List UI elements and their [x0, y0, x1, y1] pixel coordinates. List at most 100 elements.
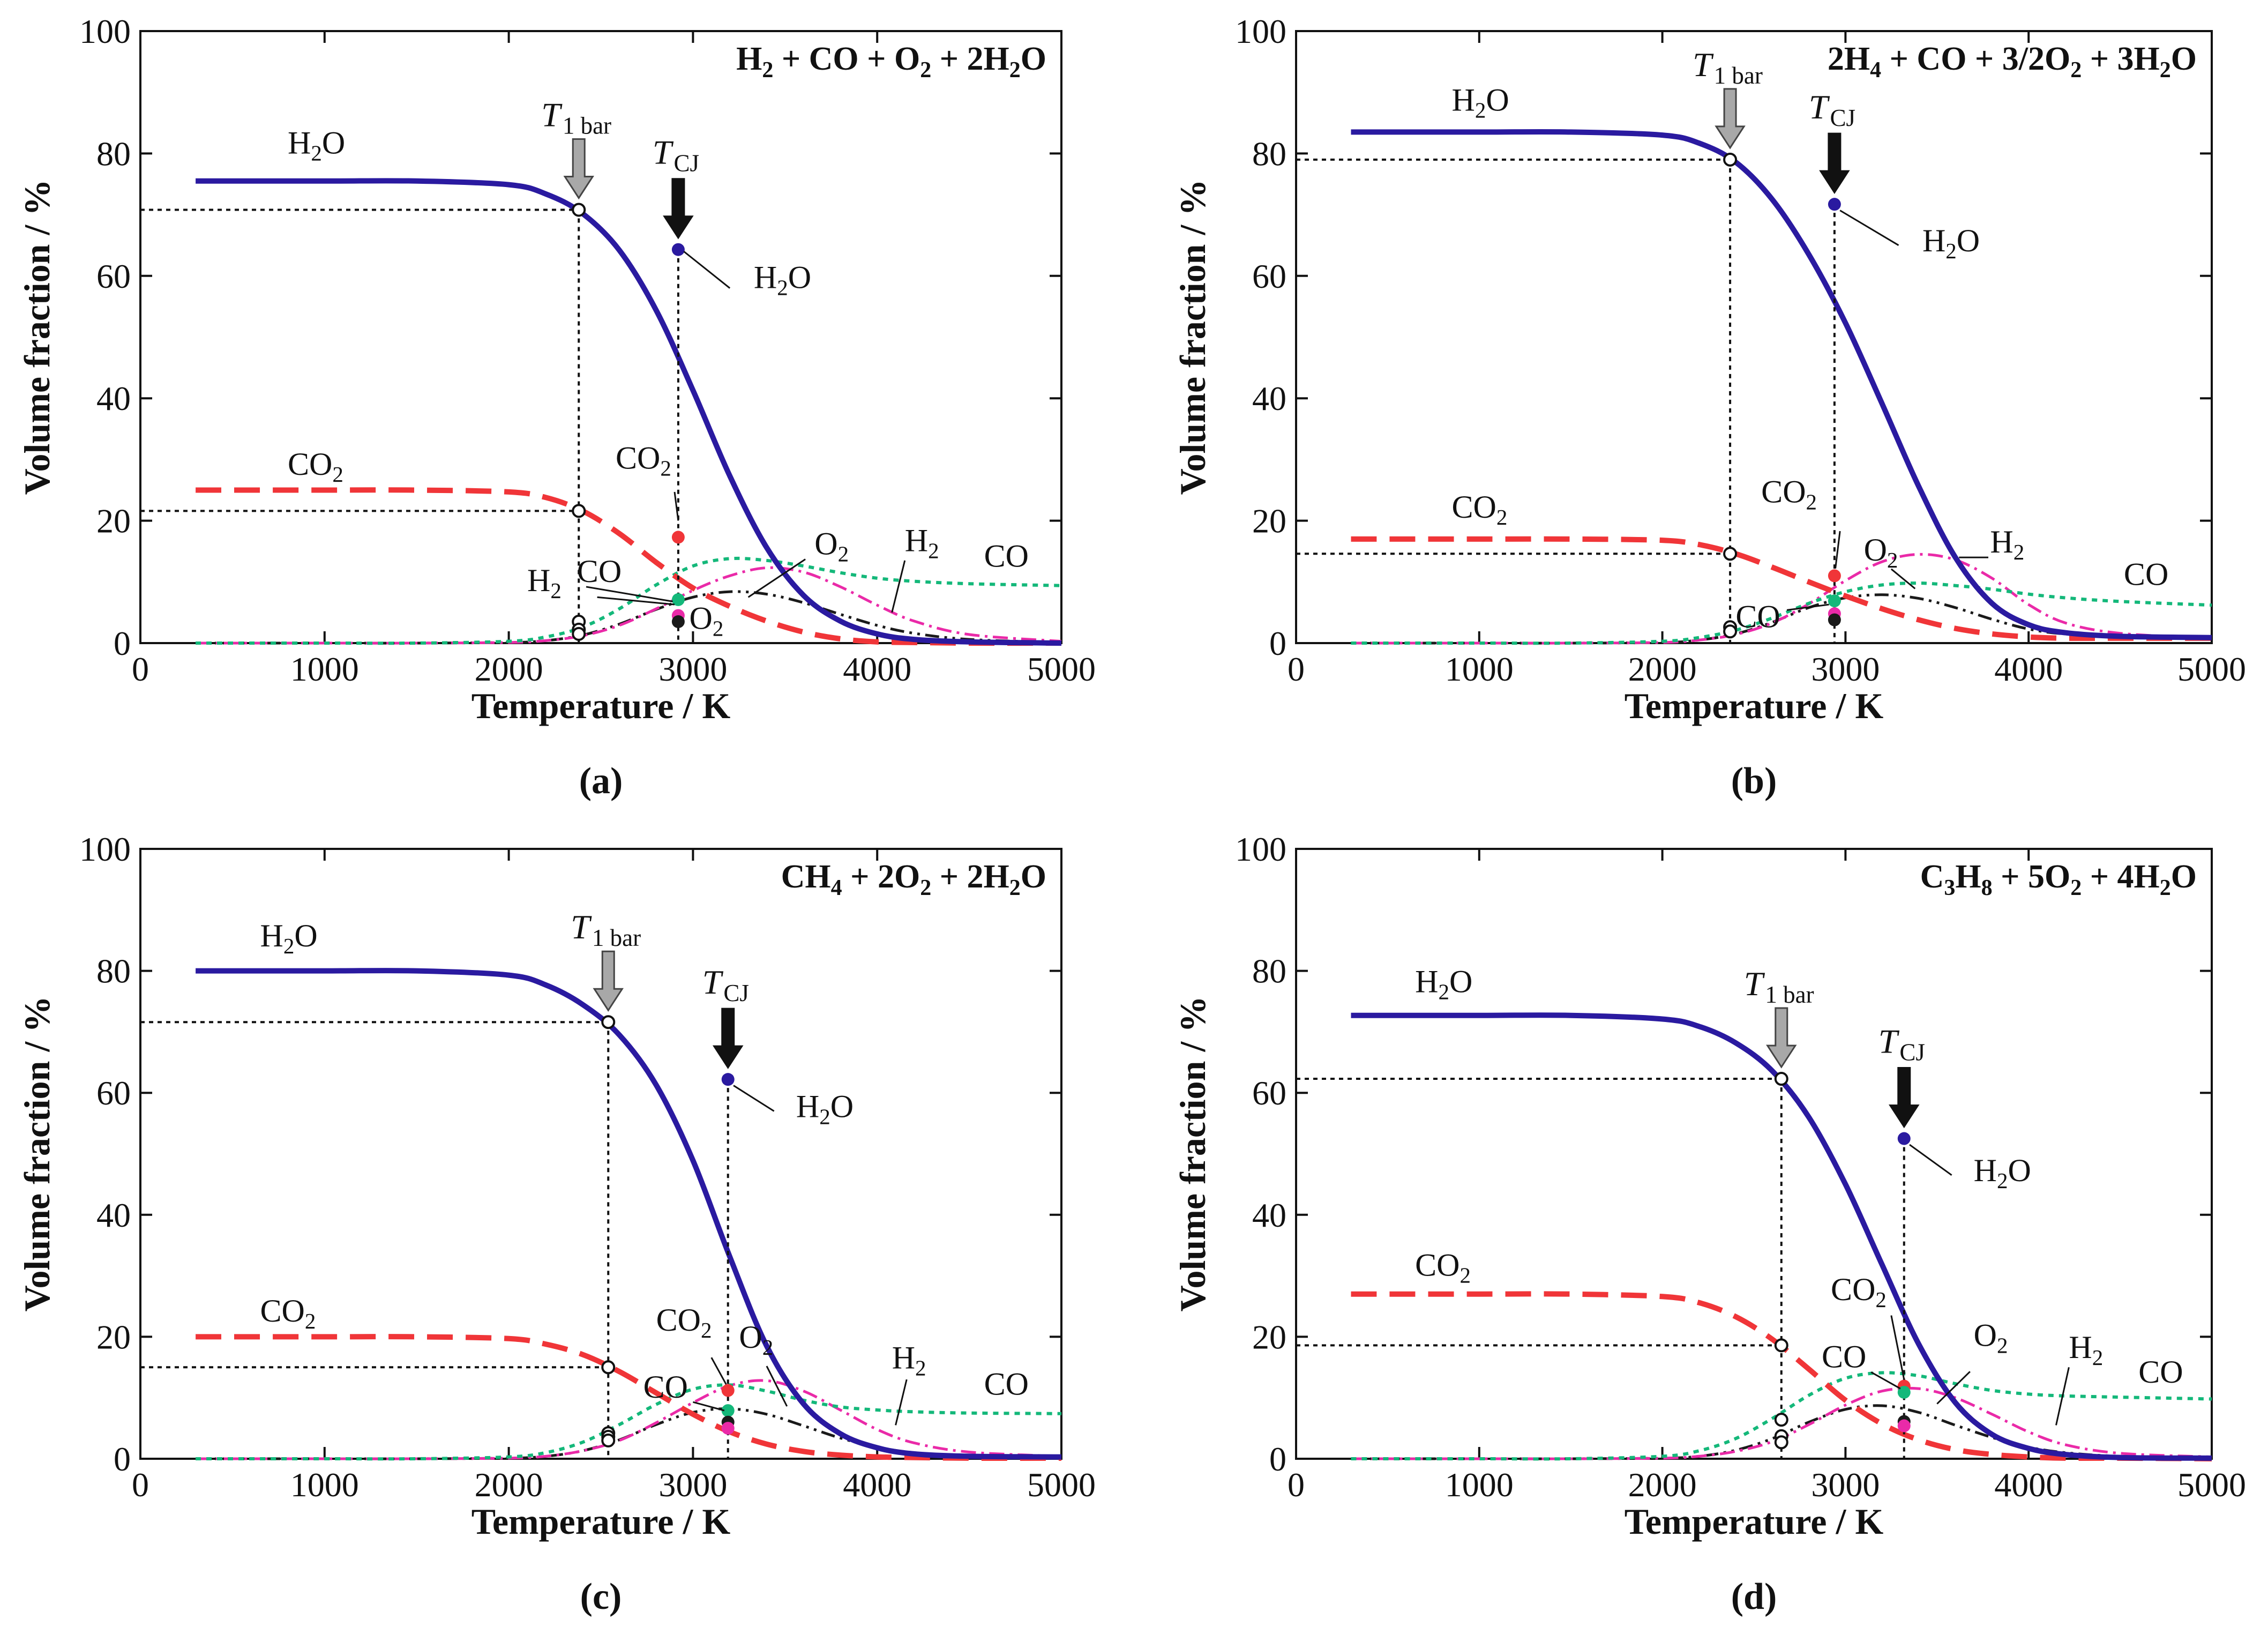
- panel-caption: (c): [580, 1576, 622, 1617]
- label-O2: O2: [739, 1319, 773, 1360]
- subscript: 2: [1997, 1168, 2008, 1193]
- y-tick-label: 80: [96, 952, 131, 990]
- subscript: 2: [1009, 876, 1021, 900]
- arrow-TCJ: [1819, 132, 1850, 194]
- marker-1bar: [601, 1360, 616, 1375]
- x-tick-label: 2000: [1628, 1466, 1697, 1504]
- x-axis-title: Temperature / K: [471, 1501, 731, 1542]
- y-tick-label: 40: [1252, 379, 1286, 417]
- x-tick-label: 4000: [843, 1466, 911, 1504]
- chart-panel-d: 0 1000 2000 3000 4000 5000 0 20 40 60 80 100 Tempera…: [1172, 830, 2246, 1617]
- subscript: 2: [701, 1318, 712, 1342]
- series-line-CO2: [196, 487, 1062, 646]
- label-leader: [1890, 568, 1916, 590]
- y-tick-label: 60: [96, 1074, 131, 1112]
- label-H2O_cj: H2O: [1922, 223, 1980, 263]
- y-tick-label: 0: [1269, 1440, 1286, 1478]
- label-leader: [693, 1401, 725, 1412]
- label-leader: [733, 1085, 775, 1112]
- label-CO_mid: CO: [1822, 1339, 1866, 1374]
- subscript: 2: [2160, 58, 2171, 83]
- text-run: + 4H: [2082, 859, 2160, 895]
- label-CO: CO: [577, 554, 622, 589]
- label-leader: [597, 596, 675, 606]
- text-run: H: [527, 563, 550, 598]
- subscript: 2: [1439, 979, 1450, 1004]
- text-run: CO: [2138, 1354, 2183, 1390]
- label-leader: [891, 560, 906, 613]
- marker-cj: [671, 243, 685, 256]
- text-run: H: [796, 1089, 819, 1124]
- chart-panel-c: 0 1000 2000 3000 4000 5000 0 20 40 60 80 100 Tempera…: [17, 830, 1096, 1617]
- x-tick-label: 5000: [2177, 1466, 2246, 1504]
- y-axis-title: Volume fraction / %: [17, 996, 57, 1312]
- arrow-T1bar: [1766, 1007, 1797, 1069]
- marker-1bar: [572, 504, 586, 518]
- marker-cj: [721, 1404, 735, 1417]
- x-tick-label: 5000: [1027, 1466, 1096, 1504]
- label-leader: [1835, 531, 1841, 569]
- subscript: 2: [928, 539, 939, 563]
- text-run: O: [2171, 41, 2197, 77]
- y-tick-label: 20: [96, 1318, 131, 1356]
- x-tick-label: 1000: [1445, 1466, 1514, 1504]
- text-run: CO: [656, 1302, 701, 1338]
- T-symbol: T: [1878, 1023, 1900, 1061]
- label-CO_right: CO: [2138, 1354, 2183, 1390]
- label-CO_mid: CO: [1735, 599, 1780, 634]
- marker-cj: [671, 531, 685, 544]
- label-CO_right: CO: [2124, 557, 2168, 592]
- x-tick-label: 5000: [2177, 650, 2246, 688]
- y-axis-title: Volume fraction / %: [1172, 996, 1213, 1312]
- subscript: 2: [1496, 505, 1508, 529]
- x-tick-label: 3000: [658, 650, 727, 688]
- x-tick-label: 0: [132, 650, 149, 688]
- marker-1bar: [1774, 1413, 1788, 1427]
- text-run: CO: [1761, 474, 1806, 509]
- text-run: H: [1922, 223, 1945, 258]
- x-tick-label: 1000: [290, 1466, 359, 1504]
- label-CO2_curve: CO2: [1452, 489, 1508, 529]
- subscript: 2: [713, 616, 724, 641]
- text-run: CO: [1415, 1248, 1459, 1283]
- label-CO2_curve: CO2: [288, 446, 343, 487]
- plot-frame: [1295, 30, 2213, 644]
- x-tick-label: 4000: [1994, 1466, 2063, 1504]
- text-run: CO: [577, 554, 622, 589]
- y-tick-label: 20: [1252, 1318, 1286, 1356]
- subscript: 2: [819, 1105, 830, 1129]
- marker-1bar: [601, 1433, 616, 1447]
- T-symbol: T: [1693, 46, 1714, 84]
- text-run: CO: [2124, 557, 2168, 592]
- label-H2O_cj: H2O: [1974, 1153, 2031, 1193]
- panel-title: CH4 + 2O2 + 2H2O: [781, 859, 1046, 900]
- T-subscript: 1 bar: [1714, 62, 1763, 89]
- text-run: C: [1920, 859, 1944, 895]
- subscript: 2: [762, 1335, 774, 1360]
- marker-cj: [1897, 1132, 1911, 1145]
- subscript: 2: [2160, 876, 2171, 900]
- label-leader: [895, 1379, 908, 1426]
- T-symbol: T: [1744, 965, 1765, 1003]
- x-tick-label: 4000: [1994, 650, 2063, 688]
- y-tick-label: 0: [1269, 624, 1286, 662]
- label-CO2_curve: CO2: [1415, 1248, 1471, 1288]
- subscript: 2: [1009, 58, 1021, 83]
- text-run: 2H: [1828, 41, 1870, 77]
- text-run: + CO + 3/2O: [1881, 41, 2070, 77]
- panel-caption: (b): [1731, 760, 1777, 802]
- label-leader: [1890, 1315, 1905, 1380]
- label-O2: O2: [1864, 532, 1898, 572]
- label-CO_mid: CO: [643, 1369, 688, 1405]
- label-H2O_curve: H2O: [288, 125, 345, 165]
- marker-1bar: [1774, 1338, 1788, 1353]
- marker-cj: [1828, 594, 1841, 608]
- series-line-CO2: [1351, 1291, 2212, 1461]
- x-tick-label: 2000: [1628, 650, 1697, 688]
- subscript: 8: [1981, 876, 1993, 900]
- label-H2: H2: [527, 563, 562, 603]
- y-tick-label: 40: [96, 1196, 131, 1234]
- label-leader: [747, 558, 806, 598]
- text-run: H: [736, 41, 762, 77]
- x-tick-label: 2000: [475, 1466, 543, 1504]
